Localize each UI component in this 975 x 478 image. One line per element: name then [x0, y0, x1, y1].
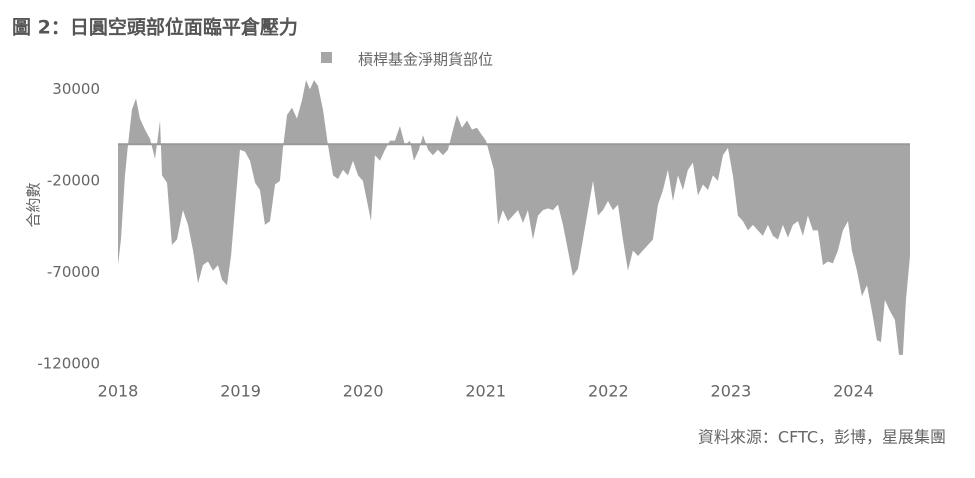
area — [118, 80, 910, 355]
x-tick-label: 2019 — [220, 382, 261, 401]
y-axis-label: 合約數 — [25, 182, 43, 227]
source: 資料來源：CFTC，彭博，星展集團 — [698, 428, 946, 447]
legend-label: 槓桿基金淨期貨部位 — [358, 51, 493, 69]
x-tick-label: 2023 — [711, 382, 752, 401]
legend-swatch — [321, 52, 332, 63]
y-tick-label: -120000 — [37, 355, 100, 373]
x-tick-label: 2021 — [465, 382, 506, 401]
y-tick-label: -20000 — [47, 171, 100, 189]
y-tick-label: 30000 — [52, 80, 100, 98]
chart-title: 圖 2：日圓空頭部位面臨平倉壓力 — [12, 16, 298, 39]
x-tick-label: 2020 — [343, 382, 384, 401]
x-tick-label: 2024 — [833, 382, 874, 401]
x-tick-label: 2022 — [588, 382, 629, 401]
y-tick-label: -70000 — [47, 263, 100, 281]
x-tick-label: 2018 — [98, 382, 139, 401]
